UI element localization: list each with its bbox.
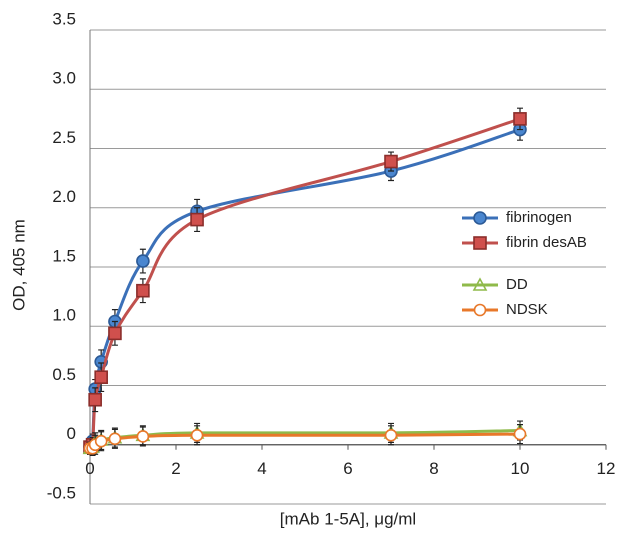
y-tick-label: 1.0	[52, 306, 76, 325]
y-tick-label: 3.5	[52, 9, 76, 28]
y-tick-label: 1.5	[52, 246, 76, 265]
x-tick-label: 0	[85, 459, 94, 478]
y-tick-label: 0.5	[52, 365, 76, 384]
marker	[94, 434, 108, 448]
marker	[136, 430, 150, 443]
marker	[473, 303, 487, 317]
x-tick-label: 10	[511, 459, 530, 478]
marker	[513, 427, 527, 441]
marker	[473, 211, 487, 225]
marker	[384, 428, 398, 442]
marker	[108, 326, 122, 341]
marker	[94, 370, 108, 385]
series-line	[88, 128, 521, 449]
legend-label: NDSK	[506, 301, 548, 318]
legend-label: fibrin desAB	[506, 234, 587, 251]
x-tick-label: 2	[171, 459, 180, 478]
x-tick-label: 8	[429, 459, 438, 478]
y-axis-label: OD, 405 nm	[9, 219, 28, 311]
marker	[473, 236, 487, 250]
y-tick-label: 0	[67, 424, 76, 443]
marker	[472, 277, 488, 291]
legend: fibrinogen fibrin desAB DD NDSK	[462, 209, 587, 318]
x-tick-label: 6	[343, 459, 352, 478]
y-tick-label: 3.0	[52, 69, 76, 88]
y-tick-label: 2.0	[52, 187, 76, 206]
marker	[513, 112, 527, 126]
marker	[108, 432, 122, 446]
x-axis-label: [mAb 1-5A], μg/ml	[280, 509, 416, 528]
marker	[136, 283, 150, 298]
x-tick-label: 4	[257, 459, 266, 478]
series-line	[88, 117, 521, 451]
marker	[88, 392, 102, 407]
marker	[136, 254, 150, 268]
marker	[384, 154, 398, 169]
series-line	[89, 432, 521, 451]
legend-label: DD	[506, 276, 528, 293]
y-tick-label: -0.5	[47, 483, 76, 502]
marker	[190, 428, 204, 442]
y-tick-label: 2.5	[52, 128, 76, 147]
legend-label: fibrinogen	[506, 209, 572, 226]
marker	[190, 212, 204, 227]
x-tick-label: 12	[597, 459, 616, 478]
